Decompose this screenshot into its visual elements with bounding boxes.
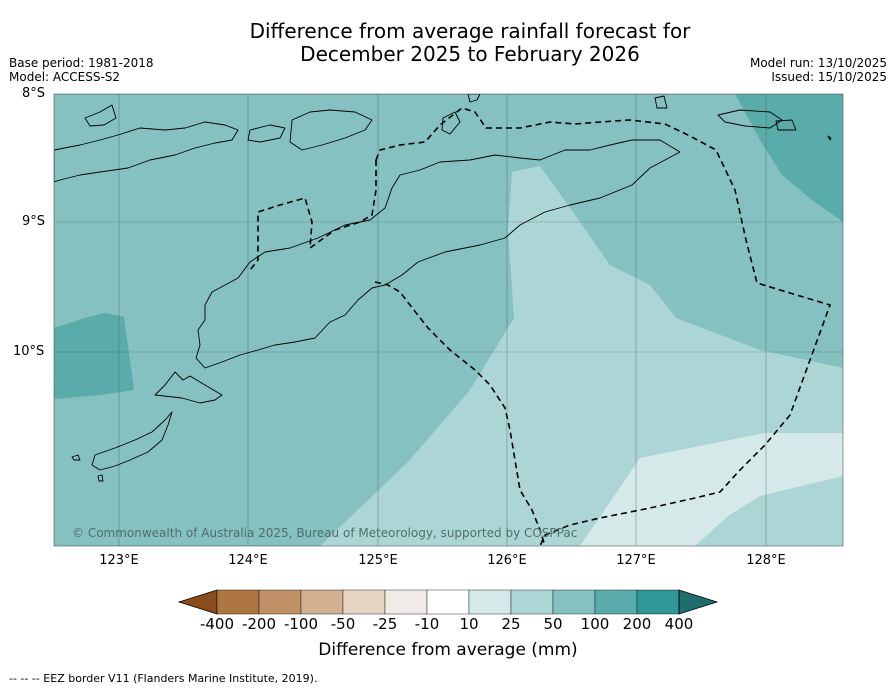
wetar-coast (467, 94, 481, 103)
lon-label-126e: 126°E (487, 553, 527, 568)
island-east-4 (775, 119, 797, 131)
gridlines (54, 94, 843, 353)
title-line-1: Difference from average rainfall forecas… (249, 19, 691, 43)
alor-coast (289, 109, 373, 151)
flores-coast (54, 121, 239, 183)
island-east-3 (717, 109, 783, 129)
colorbar-segment (468, 589, 512, 615)
colorbar-segment (258, 589, 302, 615)
model-run: Model run: 13/10/2025 (749, 56, 887, 70)
lon-label-127e: 127°E (616, 553, 656, 568)
north-island-2 (84, 104, 117, 127)
zone-100-200-ne (735, 94, 843, 222)
eez-border (249, 107, 832, 546)
cb-tick-10: 10 (459, 615, 479, 633)
map-title: Difference from average rainfall forecas… (0, 20, 896, 66)
colorbar-extend-low (177, 589, 218, 615)
island-east-1 (441, 111, 461, 135)
small-island-1 (154, 371, 223, 404)
tiny-island-2 (97, 474, 104, 482)
cb-tick-400: 400 (664, 615, 694, 633)
colorbar-segment (300, 589, 344, 615)
timor-coast (195, 139, 681, 369)
issued-date: Issued: 15/10/2025 (771, 70, 887, 84)
cb-tick-neg50: -50 (330, 615, 356, 633)
base-period: Base period: 1981-2018 (9, 56, 154, 70)
cb-tick-neg200: -200 (241, 615, 277, 633)
colorbar-segment (216, 589, 260, 615)
cb-tick-25: 25 (501, 615, 521, 633)
cb-tick-neg400: -400 (199, 615, 235, 633)
colorbar-title: Difference from average (mm) (318, 640, 578, 660)
colorbar-segment (510, 589, 554, 615)
zone-10-25 (580, 433, 843, 546)
north-island-3 (247, 124, 286, 143)
lon-label-124e: 124°E (228, 553, 268, 568)
copyright-notice: © Commonwealth of Australia 2025, Bureau… (72, 526, 578, 540)
model-name: Model: ACCESS-S2 (9, 70, 121, 84)
island-east-2 (654, 95, 668, 109)
rote-coast (91, 411, 173, 471)
island-east-5 (827, 135, 832, 141)
lat-label-9s: 9°S (22, 214, 46, 229)
cb-tick-200: 200 (622, 615, 652, 633)
cb-tick-neg10: -10 (414, 615, 440, 633)
lat-label-10s: 10°S (13, 344, 45, 359)
colorbar-extend-high (678, 589, 719, 615)
cb-tick-neg25: -25 (372, 615, 398, 633)
tiny-island-1 (71, 454, 81, 461)
title-line-2: December 2025 to February 2026 (300, 42, 640, 66)
lat-label-8s: 8°S (22, 86, 46, 101)
coastlines (54, 94, 832, 482)
eez-legend-text: -- -- -- EEZ border V11 (Flanders Marine… (9, 672, 318, 685)
colorbar-segment (594, 589, 638, 615)
zone-100-200-west (54, 313, 134, 399)
colorbar-segment (384, 589, 428, 615)
colorbar (177, 589, 719, 615)
cb-tick-50: 50 (543, 615, 563, 633)
colorbar-segment (426, 589, 470, 615)
lon-label-128e: 128°E (746, 553, 786, 568)
colorbar-segment (342, 589, 386, 615)
cb-tick-100: 100 (580, 615, 610, 633)
cb-tick-neg100: -100 (283, 615, 319, 633)
lon-label-123e: 123°E (99, 553, 139, 568)
lon-label-125e: 125°E (358, 553, 398, 568)
colorbar-segment (552, 589, 596, 615)
colorbar-segment (636, 589, 680, 615)
map-frame (53, 93, 844, 547)
